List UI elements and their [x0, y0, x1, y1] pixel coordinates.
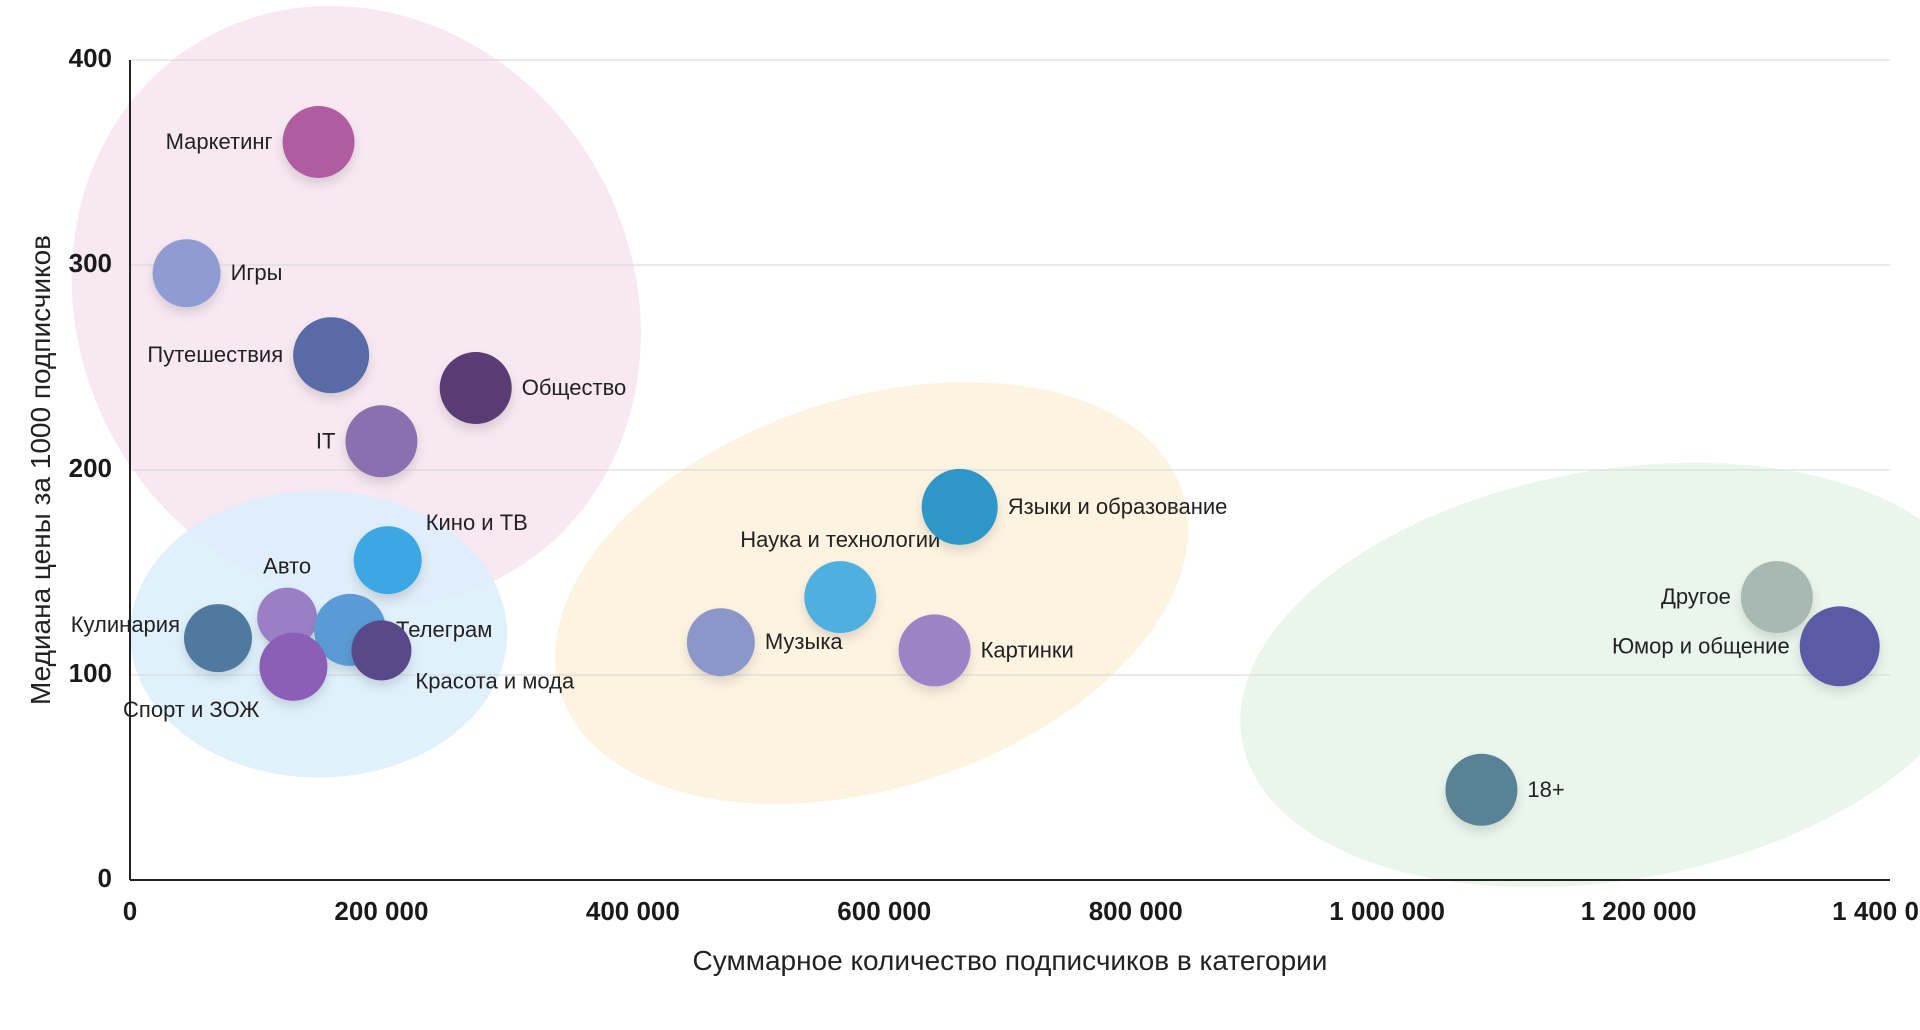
data-bubble [293, 317, 369, 393]
data-bubble [804, 561, 876, 633]
data-bubble [351, 620, 411, 680]
data-bubble [354, 526, 422, 594]
x-tick-label: 0 [123, 896, 137, 926]
data-label: Маркетинг [166, 129, 273, 154]
data-label: Музыка [765, 629, 844, 654]
y-tick-label: 200 [69, 453, 112, 483]
y-tick-label: 100 [69, 658, 112, 688]
data-label: Наука и технологии [740, 527, 940, 552]
x-tick-label: 400 000 [586, 896, 680, 926]
data-bubble [922, 469, 998, 545]
y-tick-label: 400 [69, 43, 112, 73]
y-tick-label: 300 [69, 248, 112, 278]
y-axis-title: Медиана цены за 1000 подписчиков [25, 235, 56, 705]
data-label: Юмор и общение [1612, 633, 1790, 658]
data-bubble [345, 405, 417, 477]
x-tick-label: 200 000 [334, 896, 428, 926]
x-tick-label: 800 000 [1089, 896, 1183, 926]
data-bubble [1741, 561, 1813, 633]
x-tick-label: 1 200 000 [1581, 896, 1697, 926]
data-bubble [1800, 606, 1880, 686]
data-label: Картинки [981, 637, 1074, 662]
data-label: Языки и образование [1008, 494, 1228, 519]
data-bubble [687, 608, 755, 676]
data-bubble [153, 239, 221, 307]
bubble-chart: 0 100 200 300 400 0 200 000 400 000 600 000 800 0… [0, 0, 1920, 1030]
data-label: Другое [1661, 584, 1731, 609]
data-bubble [1445, 754, 1517, 826]
x-tick-label: 1 400 000 [1832, 896, 1920, 926]
data-label: Спорт и ЗОЖ [123, 697, 260, 722]
data-label: Авто [263, 554, 311, 579]
data-label: Кино и ТВ [426, 510, 528, 535]
data-label: Красота и мода [415, 668, 575, 693]
data-bubble [440, 352, 512, 424]
data-label: Телеграм [396, 617, 492, 642]
data-bubble [899, 614, 971, 686]
data-bubble [259, 633, 327, 701]
x-axis-title: Суммарное количество подписчиков в катег… [693, 945, 1328, 976]
x-tick-label: 600 000 [837, 896, 931, 926]
data-label: Путешествия [147, 342, 283, 367]
data-label: 18+ [1527, 777, 1564, 802]
data-label: Кулинария [71, 612, 180, 637]
data-label: IT [316, 428, 336, 453]
chart-svg: 0 100 200 300 400 0 200 000 400 000 600 000 800 0… [0, 0, 1920, 1030]
data-bubble [283, 106, 355, 178]
data-bubble [184, 604, 252, 672]
y-tick-label: 0 [98, 863, 112, 893]
x-tick-label: 1 000 000 [1329, 896, 1445, 926]
data-label: Игры [231, 260, 283, 285]
data-label: Общество [522, 375, 627, 400]
